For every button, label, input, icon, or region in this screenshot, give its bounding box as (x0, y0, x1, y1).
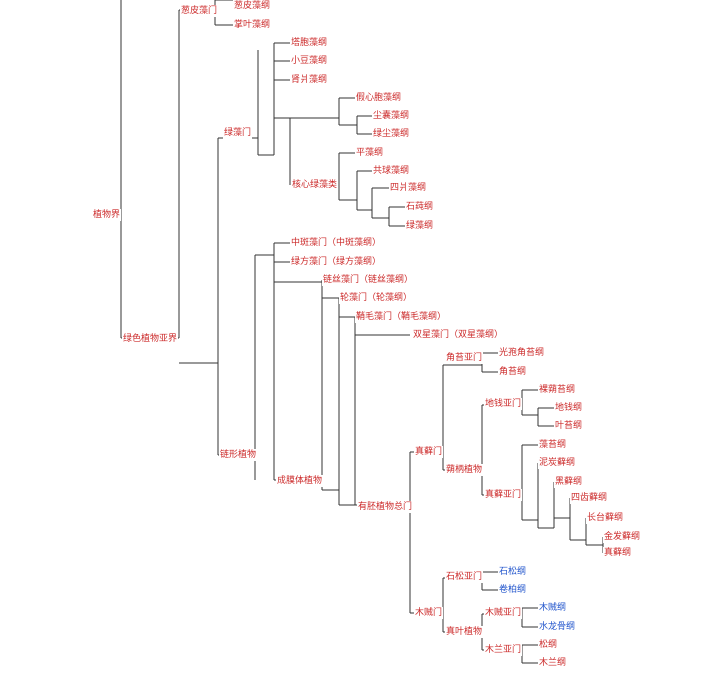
node-coleochaete: 鞘毛藻门（鞘毛藻纲） (355, 311, 448, 323)
node-c-guangbao: 光孢角苔纲 (498, 347, 546, 359)
node-magno-sub: 木兰亚门 (484, 644, 523, 656)
node-c-luoshi: 裸蒴苔纲 (538, 384, 577, 396)
node-c-nitan: 泥炭藓纲 (538, 457, 577, 469)
node-c-shenxing: 肾爿藻纲 (290, 74, 329, 86)
node-c-lvzao: 绿藻纲 (405, 220, 435, 232)
node-c-sipian: 四爿藻纲 (389, 182, 428, 194)
node-c-pseudo: 假心胞藻纲 (355, 92, 403, 104)
node-c-gongqiu: 共球藻纲 (372, 165, 411, 177)
node-hornwort-sub: 角苔亚门 (445, 352, 484, 364)
node-c-yetai: 叶苔纲 (554, 420, 584, 432)
node-glaucophyta: 葱皮藻门 (180, 5, 219, 17)
node-c-zhenxian: 真藓纲 (603, 547, 633, 559)
node-c-heixian: 黑藓纲 (554, 476, 584, 488)
node-c-trebouxio: 塔胞藻纲 (290, 37, 329, 49)
node-c-song: 松纲 (538, 639, 559, 651)
node-c-jiaotai: 角苔纲 (498, 366, 528, 378)
node-klebsormidium: 链丝藻门（链丝藻纲） (322, 274, 415, 286)
node-viridiplantae: 绿色植物亚界 (122, 333, 179, 345)
node-equis-sub: 木贼亚门 (484, 607, 523, 619)
node-c-changtai: 长台藓纲 (586, 512, 625, 524)
node-c-juanbai: 卷柏纲 (498, 584, 528, 596)
node-charophyta: 轮藻门（轮藻纲） (339, 292, 414, 304)
node-setaphyta: 蒴柄植物 (445, 464, 484, 476)
node-lyco-sub: 石松亚门 (445, 571, 484, 583)
node-c-zaotai: 藻苔纲 (538, 439, 568, 451)
node-euphyllophyta: 真叶植物 (445, 626, 484, 638)
node-c-xiaodou: 小豆藻纲 (290, 55, 329, 67)
node-zygnema: 双星藻门（双星藻纲） (412, 329, 505, 341)
node-chlorokybus: 绿方藻门（绿方藻纲） (290, 256, 383, 268)
node-c-sichi: 四齿藓纲 (570, 492, 609, 504)
node-mesostigma: 中斑藻门（中斑藻纲） (290, 237, 383, 249)
node-c-chenang: 尘囊藻纲 (372, 110, 411, 122)
node-glaucophyta-class: 葱皮藻纲 (233, 0, 272, 12)
node-tracheophyta: 木贼门 (414, 607, 444, 619)
node-phragmoplast: 成膜体植物 (276, 475, 324, 487)
node-moss-sub: 真藓亚门 (484, 489, 523, 501)
node-c-lvchen: 绿尘藻纲 (372, 128, 411, 140)
node-c-jinfa: 金发藓纲 (603, 531, 642, 543)
node-c-mulan: 木兰纲 (538, 657, 568, 669)
node-chlorophyta: 绿藻门 (223, 127, 253, 139)
node-core-chloro: 核心绿藻类 (291, 179, 339, 191)
node-c-shichun: 石莼纲 (405, 201, 435, 213)
node-c-diqian: 地钱纲 (554, 402, 584, 414)
node-bryophyta-s: 真藓门 (414, 446, 444, 458)
node-c-shisong: 石松纲 (498, 566, 528, 578)
node-c-ping: 平藻纲 (355, 147, 385, 159)
node-c-shuilong: 水龙骨纲 (538, 621, 577, 633)
node-rhodophyta-like: 掌叶藻纲 (233, 19, 272, 31)
node-plantae: 植物界 (92, 209, 122, 221)
node-embryophyta: 有胚植物总门 (357, 501, 414, 513)
node-c-muzei: 木贼纲 (538, 602, 568, 614)
node-streptophyta: 链形植物 (219, 449, 258, 461)
node-liverwort-sub: 地钱亚门 (484, 398, 523, 410)
